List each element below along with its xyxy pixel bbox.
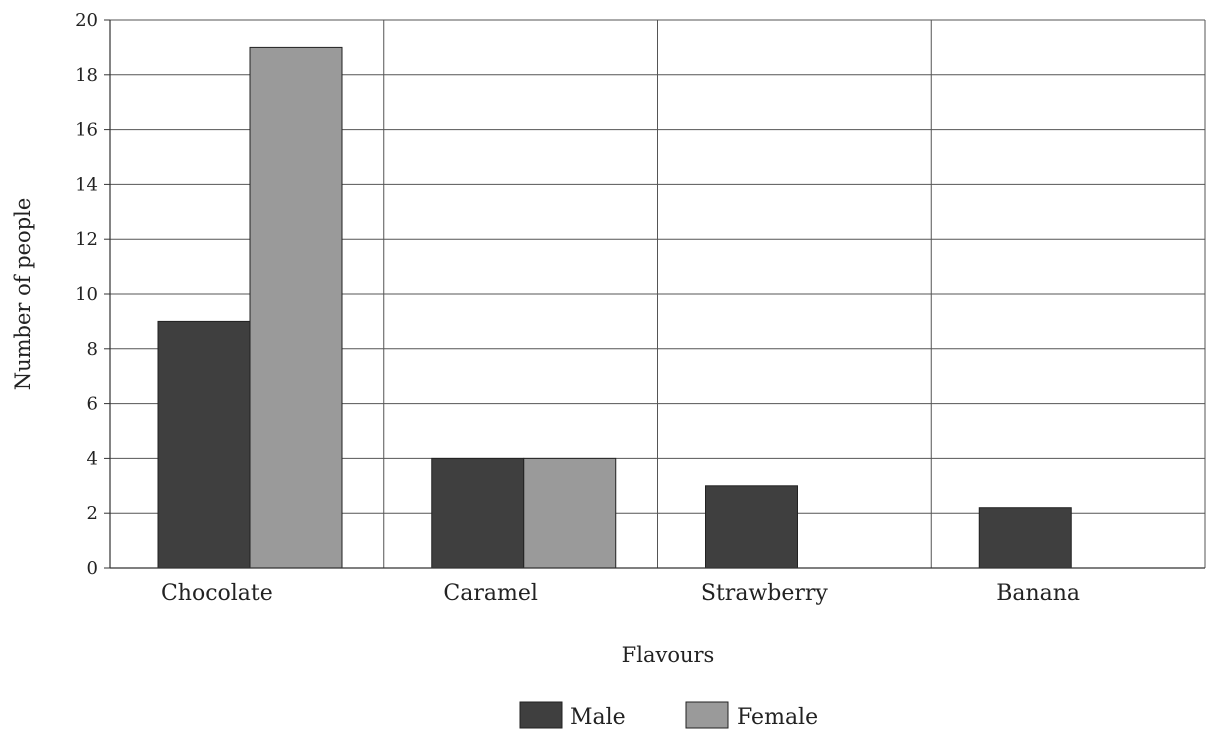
legend-label-male: Male: [570, 705, 626, 730]
legend-label-female: Female: [737, 705, 818, 730]
y-tick-label: 12: [75, 229, 98, 250]
bar-female-chocolate: [249, 46, 343, 569]
y-axis-title: Number of people: [11, 198, 35, 391]
legend-swatch-male: [519, 701, 563, 729]
y-tick-label: 4: [87, 448, 98, 469]
y-tick-label: 16: [75, 120, 98, 141]
y-tick-label: 6: [87, 394, 98, 415]
bar-male-caramel: [431, 457, 525, 569]
x-axis-title: Flavours: [622, 643, 715, 667]
y-tick-label: 2: [87, 503, 98, 524]
y-tick-label: 18: [75, 65, 98, 86]
bar-male-banana: [978, 507, 1072, 569]
y-tick-label: 0: [87, 558, 98, 579]
x-tick-label: Caramel: [443, 581, 538, 606]
bar-male-chocolate: [157, 320, 251, 569]
y-tick-label: 8: [87, 339, 98, 360]
legend: Male Female: [519, 701, 818, 730]
bar-female-caramel: [523, 457, 617, 569]
axes: 0 2 4 6 8 10 12 14 16 18 20 Chocolate Caramel Strawbe…: [75, 10, 1205, 606]
y-tick-label: 10: [75, 284, 98, 305]
y-tick-label: 20: [75, 10, 98, 31]
x-tick-label: Chocolate: [161, 581, 273, 606]
x-tick-label: Strawberry: [701, 581, 829, 606]
y-tick-label: 14: [75, 174, 98, 195]
bars: [157, 46, 1072, 569]
x-tick-label: Banana: [996, 581, 1080, 606]
bar-male-strawberry: [705, 485, 798, 569]
legend-swatch-female: [685, 701, 729, 729]
